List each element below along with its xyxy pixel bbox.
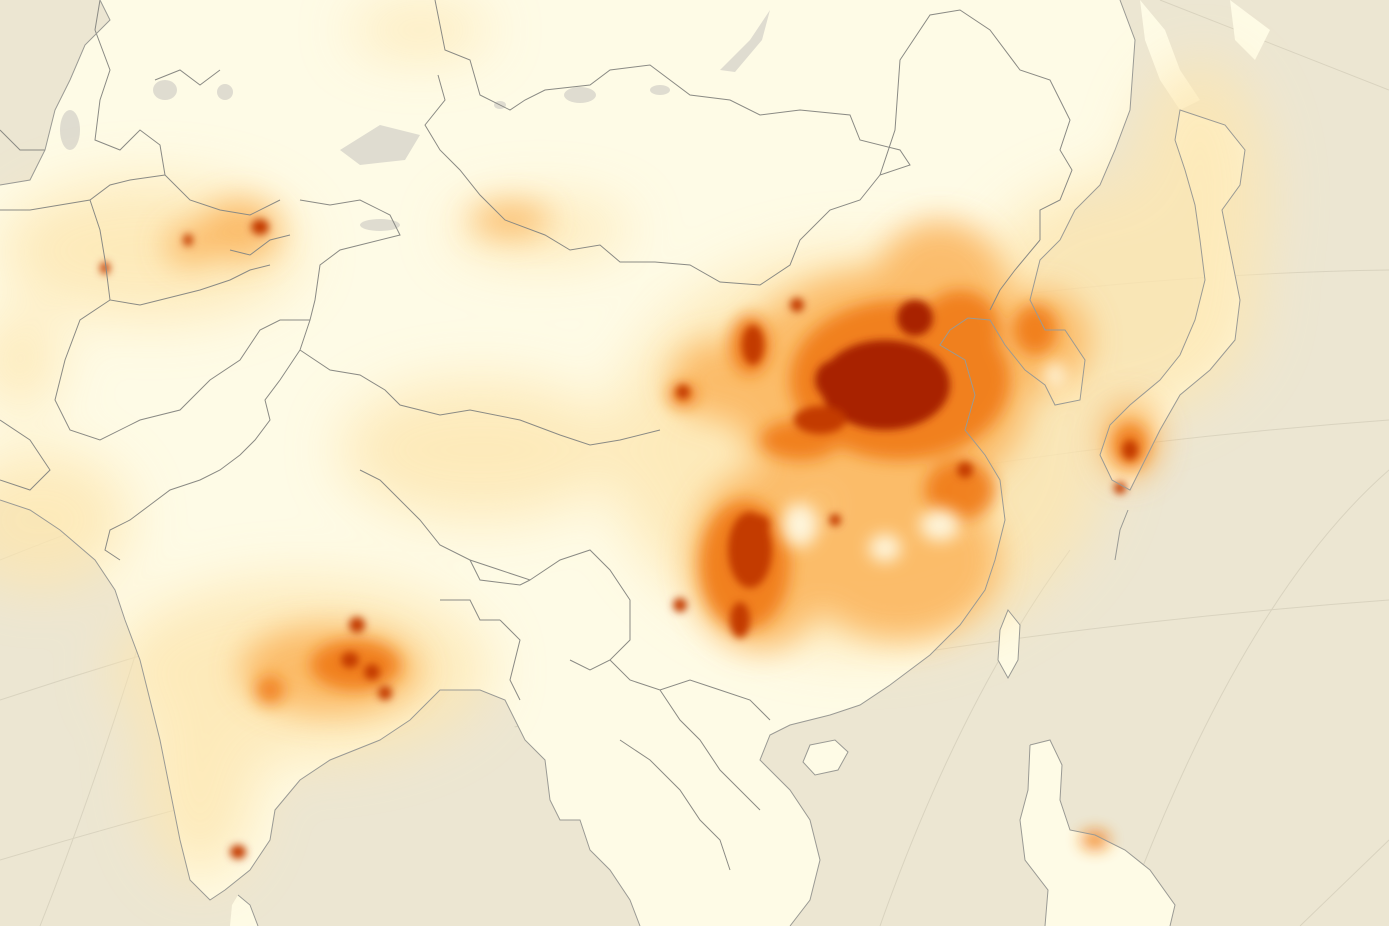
coastlines bbox=[0, 0, 1246, 926]
country-borders bbox=[0, 0, 1073, 871]
caspian-sea bbox=[0, 0, 110, 185]
haze-gaps bbox=[782, 363, 1065, 562]
lakes bbox=[60, 10, 770, 231]
bay-of-bengal bbox=[260, 690, 560, 926]
